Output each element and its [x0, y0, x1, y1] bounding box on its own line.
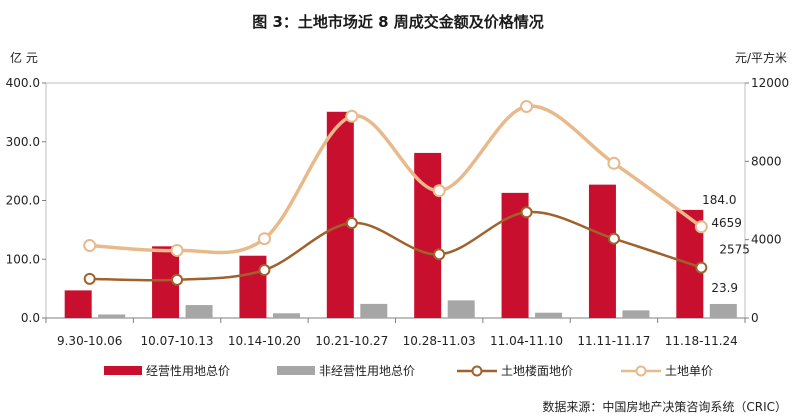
point-floor-price [171, 273, 184, 286]
legend-marker [471, 365, 483, 377]
x-axis-tick-label: 10.07-10.13 [141, 334, 214, 348]
point-land-unit-price [83, 239, 97, 253]
right-axis-unit: 元/平方米 [735, 50, 787, 65]
bar-non-operating-land [622, 310, 650, 318]
point-floor-price [345, 217, 358, 230]
bar-operating-land [326, 111, 354, 318]
bar-operating-land [64, 290, 92, 318]
x-axis-tick-label: 11.11-11.17 [577, 334, 650, 348]
right-axis-tick-label: 0 [751, 311, 759, 325]
x-axis-tick-label: 10.28-11.03 [403, 334, 476, 348]
left-axis-tick-label: 400.0 [6, 76, 40, 90]
legend-marker [635, 365, 647, 377]
point-land-unit-price [432, 184, 446, 198]
legend-label: 非经营性用地总价 [319, 364, 415, 378]
point-floor-price [695, 261, 708, 274]
data-source: 数据来源：中国房地产决策咨询系统（CRIC） [542, 399, 787, 414]
point-floor-price [520, 206, 533, 219]
bar-non-operating-land [709, 303, 737, 318]
right-axis-tick-label: 4000 [751, 233, 782, 247]
point-land-unit-price [170, 243, 184, 257]
x-axis-tick-label: 10.14-10.20 [228, 334, 301, 348]
bar-non-operating-land [185, 305, 213, 318]
bar-operating-land [588, 184, 616, 318]
point-floor-price [607, 232, 620, 245]
bar-non-operating-land [447, 300, 475, 318]
point-floor-price [433, 248, 446, 261]
data-label: 184.0 [702, 193, 736, 207]
point-floor-price [83, 272, 96, 285]
legend: 经营性用地总价 非经营性用地总价 土地楼面地价 土地单价 [104, 363, 713, 378]
bar-non-operating-land [535, 312, 563, 318]
point-land-unit-price [520, 100, 534, 113]
right-axis-tick-label: 12000 [751, 76, 789, 90]
left-axis-tick-label: 0.0 [21, 311, 40, 325]
x-axis-tick-label: 9.30-10.06 [57, 334, 122, 348]
x-axis-tick-label: 10.21-10.27 [315, 334, 388, 348]
left-axis-tick-label: 300.0 [6, 135, 40, 149]
data-label: 4659 [711, 216, 742, 230]
line-floor-price [89, 210, 702, 282]
plot-frame [45, 82, 746, 319]
point-land-unit-price [257, 232, 271, 246]
point-land-unit-price [694, 220, 708, 234]
bar-non-operating-land [272, 313, 300, 318]
right-axis-tick-label: 8000 [751, 154, 782, 168]
left-axis-unit: 亿 元 [10, 50, 38, 65]
legend-label: 土地单价 [665, 364, 713, 378]
legend-label: 经营性用地总价 [146, 364, 230, 378]
point-land-unit-price [607, 156, 621, 170]
left-axis-tick-label: 200.0 [6, 194, 40, 208]
legend-swatch [277, 366, 315, 375]
legend-swatch [104, 366, 142, 375]
point-floor-price [258, 264, 271, 277]
bar-non-operating-land [360, 303, 388, 318]
data-label: 23.9 [711, 281, 738, 295]
data-label: 2575 [719, 243, 750, 257]
line-land-unit-price [89, 104, 703, 255]
chart-title: 图 3：土地市场近 8 周成交金额及价格情况 [252, 13, 544, 31]
left-axis-tick-label: 100.0 [6, 252, 40, 266]
bar-non-operating-land [98, 314, 126, 318]
point-land-unit-price [345, 109, 359, 123]
plot-area: 0.0 100.0 200.0 300.0 400.0 0 4000 8000 12000 9.3… [6, 76, 790, 348]
x-axis-tick-label: 11.18-11.24 [665, 334, 738, 348]
x-axis-tick-label: 11.04-11.10 [490, 334, 563, 348]
legend-label: 土地楼面地价 [501, 363, 573, 378]
